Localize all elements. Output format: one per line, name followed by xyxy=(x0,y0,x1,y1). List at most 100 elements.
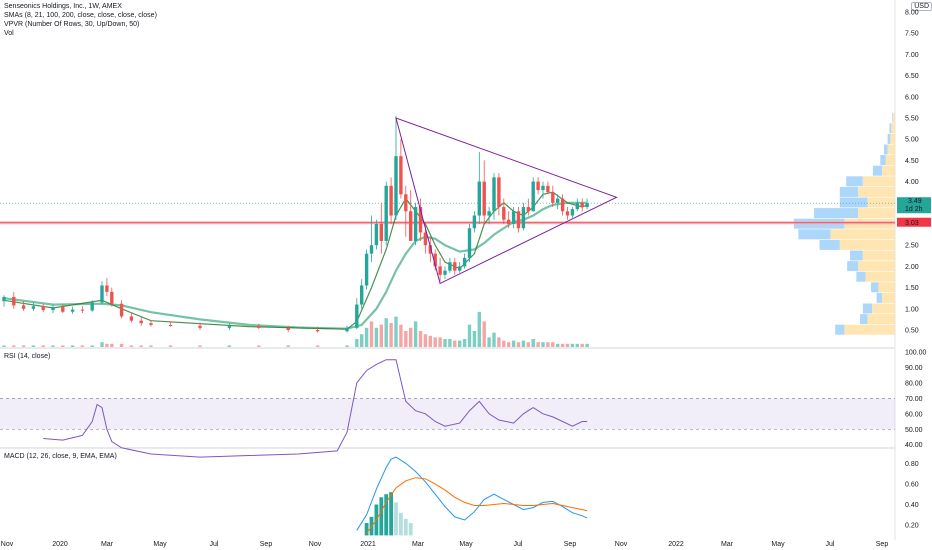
candle-body xyxy=(472,215,477,229)
volume-bar xyxy=(492,332,496,347)
vpvr-up-bar xyxy=(892,112,894,123)
volume-bar xyxy=(413,321,418,347)
volume-bar xyxy=(482,321,486,347)
candle-body xyxy=(168,324,173,326)
candle-body xyxy=(110,291,114,304)
vpvr-down-bar xyxy=(891,123,895,134)
volume-bar xyxy=(12,345,16,347)
volume-bar xyxy=(389,323,393,347)
last-price-label: 3.49 xyxy=(908,198,922,205)
time-axis-label: Mar xyxy=(101,541,114,548)
candle-body xyxy=(580,202,584,208)
hline-price-label: 3.03 xyxy=(905,220,919,227)
volume-bar xyxy=(129,345,134,347)
volume-bar xyxy=(580,343,584,347)
vpvr-up-bar xyxy=(880,155,886,166)
vpvr-down-bar xyxy=(867,314,895,325)
vpvr-down-bar xyxy=(867,197,895,208)
volume-bar xyxy=(443,339,447,347)
macd-signal-line xyxy=(366,477,588,534)
macd-tick-label: 0.60 xyxy=(905,481,919,488)
volume-bar xyxy=(168,345,173,347)
volume-bar xyxy=(575,343,579,347)
volume-bar xyxy=(541,342,545,347)
symmetrical-triangle[interactable] xyxy=(395,117,618,285)
candle-body xyxy=(477,181,481,216)
volume-bar xyxy=(21,345,26,347)
vpvr-up-bar xyxy=(856,271,866,282)
candle-body xyxy=(12,296,16,306)
candle-body xyxy=(575,202,579,210)
candle-body xyxy=(227,325,232,328)
volume-bar xyxy=(399,324,403,347)
volume-bar xyxy=(497,337,501,347)
sma-legend[interactable]: SMAs (8, 21, 100, 200, close, close, clo… xyxy=(4,12,157,19)
vpvr-down-bar xyxy=(887,144,895,155)
volume-bar xyxy=(409,327,413,347)
candle-body xyxy=(556,198,560,203)
vpvr-legend[interactable]: VPVR (Number Of Rows, 30, Up/Down, 50) xyxy=(4,21,140,28)
candle-body xyxy=(80,309,85,311)
volume-bar xyxy=(149,345,153,347)
volume-bar xyxy=(487,337,491,347)
time-axis-label: Sep xyxy=(564,541,577,548)
macd-histogram-bar xyxy=(389,492,393,536)
rsi-tick-label: 100.00 xyxy=(905,350,927,357)
macd-histogram-bar xyxy=(403,518,408,536)
vpvr-down-bar xyxy=(890,133,895,144)
volume-bar xyxy=(41,345,45,347)
rsi-tick-label: 60.00 xyxy=(905,411,923,418)
rsi-legend: RSI (14, close) xyxy=(4,353,50,360)
price-tick-label: 1.00 xyxy=(905,306,919,313)
candle-body xyxy=(458,266,462,271)
rsi-tick-label: 50.00 xyxy=(905,427,923,434)
candle-body xyxy=(507,219,511,224)
volume-bar xyxy=(516,342,521,347)
macd-histogram-bar xyxy=(384,494,389,536)
vpvr-up-bar xyxy=(889,123,892,134)
vpvr-down-bar xyxy=(830,229,895,240)
vol-legend[interactable]: Vol xyxy=(4,30,14,37)
volume-bar xyxy=(286,345,290,347)
time-axis-label: Jul xyxy=(210,541,219,548)
rsi-tick-label: 40.00 xyxy=(905,442,923,449)
candle-body xyxy=(394,156,398,216)
volume-bar xyxy=(105,343,109,347)
candle-body xyxy=(2,296,6,302)
vpvr-up-bar xyxy=(819,239,840,250)
price-tick-label: 5.50 xyxy=(905,116,919,123)
candle-body xyxy=(560,198,565,212)
volume-bar xyxy=(31,345,36,347)
macd-line xyxy=(356,456,588,531)
price-tick-label: 0.50 xyxy=(905,328,919,335)
volume-bar xyxy=(423,334,428,347)
vpvr-down-bar xyxy=(878,282,895,293)
candle-body xyxy=(105,285,109,292)
macd-histogram-bar xyxy=(364,523,369,536)
time-axis-label: Nov xyxy=(309,541,322,548)
volume-bar xyxy=(100,342,104,347)
candle-body xyxy=(585,203,589,208)
time-axis-label: Jul xyxy=(514,541,523,548)
candle-body xyxy=(516,211,521,229)
price-tick-label: 1.50 xyxy=(905,285,919,292)
time-axis-label: 2022 xyxy=(668,541,684,548)
time-axis-label: May xyxy=(153,541,167,548)
candle-body xyxy=(502,207,506,220)
vpvr-down-bar xyxy=(885,155,895,166)
rsi-band xyxy=(0,398,895,430)
candle-body xyxy=(467,228,472,258)
volume-bar xyxy=(502,340,506,347)
vpvr-up-bar xyxy=(849,250,863,261)
candle-body xyxy=(418,207,423,233)
price-tick-label: 5.00 xyxy=(905,137,919,144)
macd-tick-label: 0.20 xyxy=(905,523,919,530)
vpvr-down-bar xyxy=(862,250,895,261)
vpvr-down-bar xyxy=(858,186,895,197)
candle-body xyxy=(492,177,496,212)
volume-bar xyxy=(565,343,570,347)
candle-body xyxy=(374,224,379,246)
candle-body xyxy=(129,316,134,321)
volume-bar xyxy=(51,345,55,347)
